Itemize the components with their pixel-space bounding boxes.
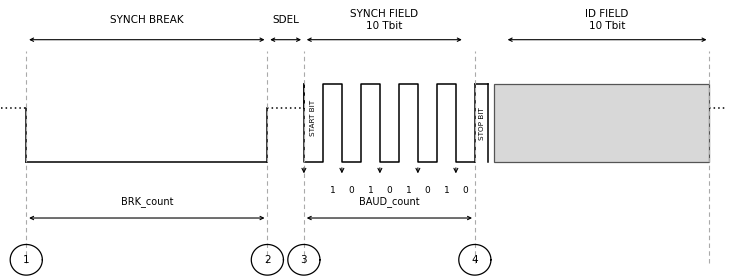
Text: 0: 0 — [463, 186, 468, 195]
Text: BAUD_count: BAUD_count — [359, 196, 419, 207]
Text: 3: 3 — [301, 255, 307, 265]
Text: 0: 0 — [425, 186, 430, 195]
Text: 0: 0 — [386, 186, 392, 195]
Bar — [494, 84, 709, 162]
Text: 1: 1 — [444, 186, 449, 195]
Text: 2: 2 — [264, 255, 271, 265]
Text: 1: 1 — [367, 186, 373, 195]
Text: 0: 0 — [348, 186, 354, 195]
Text: SYNCH FIELD
10 Tbit: SYNCH FIELD 10 Tbit — [350, 10, 418, 31]
Text: 1: 1 — [406, 186, 411, 195]
Text: STOP BIT: STOP BIT — [479, 107, 485, 140]
Text: ID FIELD
10 Tbit: ID FIELD 10 Tbit — [586, 10, 629, 31]
Text: 1: 1 — [329, 186, 335, 195]
Text: 1: 1 — [23, 255, 29, 265]
Text: SDEL: SDEL — [272, 15, 299, 25]
Text: 4: 4 — [471, 255, 478, 265]
Text: SYNCH BREAK: SYNCH BREAK — [110, 15, 184, 25]
Text: START BIT: START BIT — [310, 100, 316, 136]
Text: BRK_count: BRK_count — [121, 196, 173, 207]
